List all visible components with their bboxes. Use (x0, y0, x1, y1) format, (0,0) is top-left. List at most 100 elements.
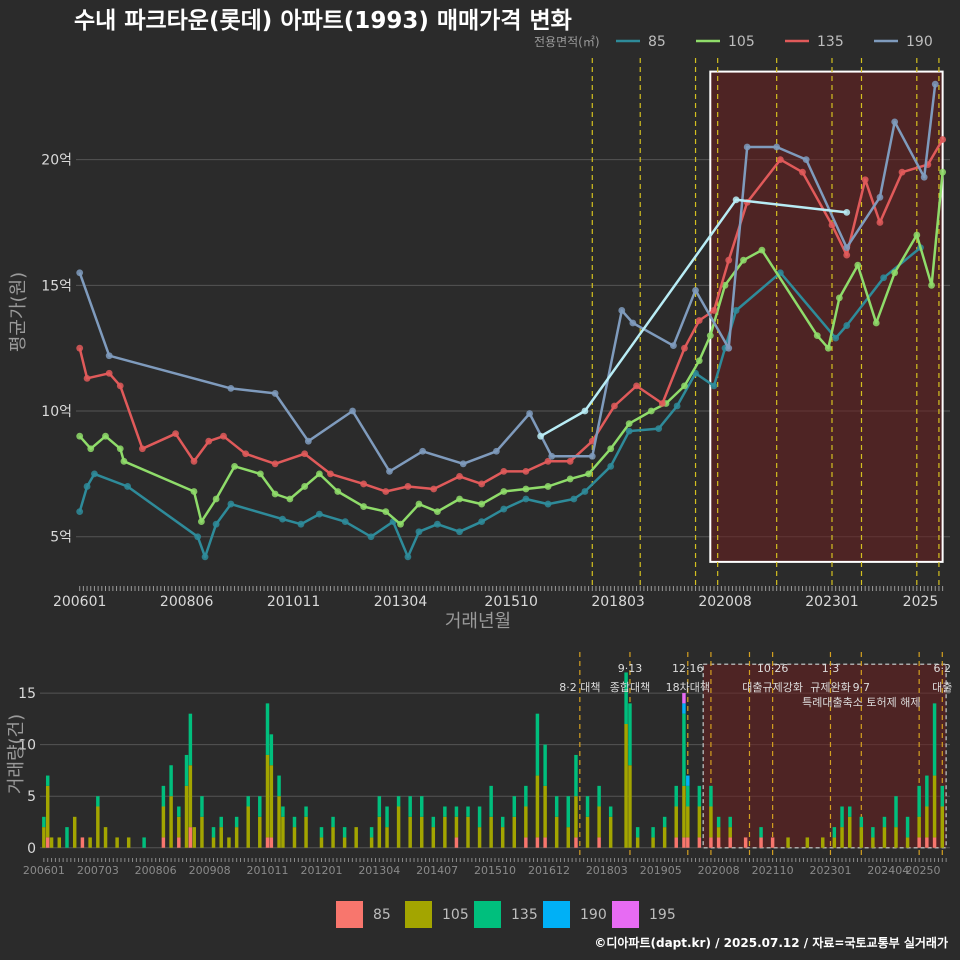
data-point (633, 382, 640, 390)
data-point (695, 357, 703, 365)
data-point (83, 374, 91, 382)
volume-bar-segment (184, 754, 189, 786)
data-point (537, 432, 545, 440)
data-point (629, 319, 637, 327)
volume-bar-segment (466, 816, 470, 848)
data-point (197, 518, 205, 526)
volume-bar-segment (377, 796, 382, 817)
data-point (478, 480, 486, 488)
x-tick-label: 202301 (805, 594, 858, 610)
data-point (227, 385, 235, 392)
volume-x-tick-label: 201011 (247, 864, 289, 877)
volume-bar-segment (543, 785, 547, 838)
data-point (415, 528, 423, 536)
bottom-legend-swatch-105 (405, 901, 432, 928)
volume-bar-segment (57, 837, 62, 848)
volume-y-tick-label: 10 (18, 738, 36, 754)
volume-bar-segment (574, 796, 578, 838)
data-point (522, 485, 530, 493)
y-tick-label: 10억 (41, 404, 72, 420)
volume-bar-segment (408, 796, 412, 817)
volume-bar-segment (512, 796, 517, 817)
data-point (456, 528, 463, 536)
volume-bar-segment (597, 806, 601, 838)
volume-x-tick-label: 202008 (698, 864, 740, 877)
volume-bar-segment (574, 754, 578, 797)
data-point (861, 176, 869, 184)
volume-bar-segment (554, 816, 559, 848)
volume-bar-segment (466, 806, 470, 817)
data-point (76, 508, 84, 515)
data-point (271, 390, 279, 397)
data-point (256, 470, 264, 478)
volume-bar-segment (716, 837, 721, 848)
volume-bar-segment (188, 827, 193, 848)
volume-bar-segment (848, 816, 852, 848)
volume-bar-segment (269, 837, 274, 848)
volume-bar-segment (759, 837, 763, 848)
y-tick-label: 5억 (50, 530, 72, 546)
volume-bar-segment (234, 816, 239, 828)
volume-bar-segment (45, 775, 50, 786)
volume-bar-segment (608, 816, 613, 848)
data-point (231, 462, 238, 470)
policy-annotation: 9·7 (853, 681, 871, 694)
data-point (212, 495, 220, 503)
volume-bar-segment (281, 806, 285, 817)
data-point (710, 382, 718, 390)
series-line-105 (78, 172, 944, 526)
data-point (813, 332, 821, 339)
legend-label-85: 85 (648, 34, 666, 50)
bottom-legend-swatch-195 (612, 901, 639, 928)
volume-bar-segment (716, 827, 721, 838)
data-point (138, 445, 146, 453)
volume-bar-segment (535, 837, 540, 848)
volume-bar-segment (169, 796, 173, 848)
data-point (83, 483, 91, 490)
volume-x-tick-label: 201612 (528, 864, 570, 877)
volume-bar-segment (624, 724, 628, 848)
volume-bar-segment (277, 775, 281, 797)
volume-bar-segment (682, 837, 686, 848)
x-tick-label: 2025 (903, 594, 939, 610)
data-point (327, 470, 334, 478)
policy-annotation: 12·16 (672, 662, 704, 675)
volume-bar-segment (161, 837, 166, 848)
volume-x-tick-label: 201407 (416, 864, 458, 877)
data-point (271, 490, 279, 498)
policy-annotation: 1·3 (822, 662, 840, 675)
volume-bar-segment (566, 796, 570, 828)
volume-bar-segment (832, 827, 837, 838)
volume-bar-segment (709, 837, 713, 848)
volume-x-tick-label: 200601 (23, 864, 65, 877)
volume-bar-segment (840, 806, 844, 828)
data-point (526, 410, 533, 417)
volume-bar-segment (932, 837, 937, 848)
y-tick-label: 20억 (41, 153, 72, 169)
volume-bar-segment (211, 837, 216, 848)
volume-x-tick-label: 202404 (867, 864, 909, 877)
data-point (758, 246, 766, 254)
volume-bar-segment (115, 837, 119, 848)
data-point (607, 462, 615, 470)
data-point (706, 332, 714, 339)
data-point (776, 156, 784, 164)
data-point (891, 269, 899, 277)
data-point (500, 467, 508, 475)
data-point (891, 118, 899, 126)
volume-x-tick-label: 200703 (77, 864, 119, 877)
data-point (732, 196, 740, 204)
data-point (618, 307, 626, 314)
volume-bar-segment (535, 713, 540, 776)
data-point (710, 307, 718, 314)
data-point (120, 457, 128, 465)
legend-title: 전용면적(㎡) (534, 35, 600, 49)
data-point (843, 244, 851, 252)
data-point (434, 520, 441, 528)
data-point (205, 437, 213, 445)
volume-bar-segment (234, 827, 239, 848)
volume-bar-segment (342, 837, 347, 848)
volume-bar-segment (543, 744, 547, 786)
volume-bar-segment (96, 796, 100, 807)
